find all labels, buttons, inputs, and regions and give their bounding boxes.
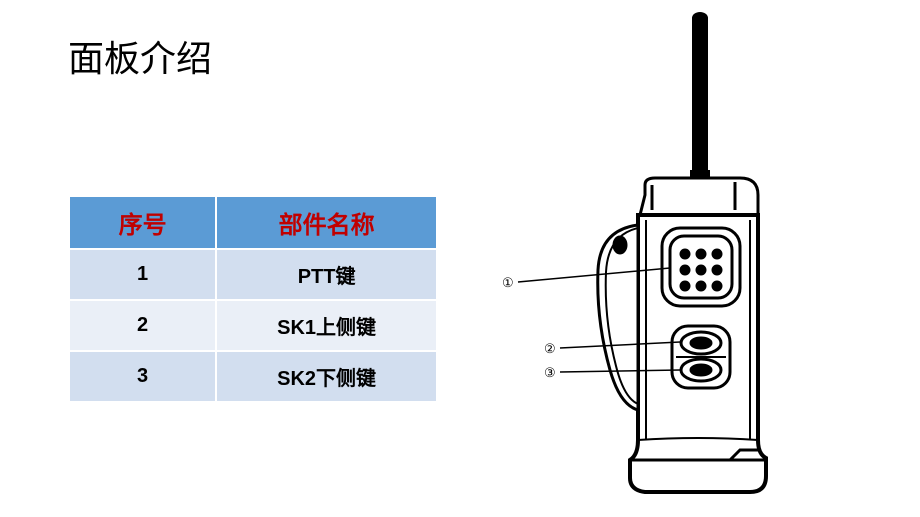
table-row: 1 PTT键 (69, 249, 437, 300)
cell-number: 1 (69, 249, 216, 300)
parts-table: 序号 部件名称 1 PTT键 2 SK1上侧键 3 SK2下侧键 (68, 195, 438, 403)
col-header-partname: 部件名称 (216, 196, 437, 249)
ptt-button-shape (662, 228, 740, 306)
cell-partname: SK2下侧键 (216, 351, 437, 402)
callout-2: ② (544, 341, 556, 356)
callout-1: ① (502, 275, 514, 290)
cell-partname: PTT键 (216, 249, 437, 300)
callout-labels: ① ② ③ (502, 275, 556, 380)
page-title: 面板介绍 (68, 30, 212, 82)
table-row: 3 SK2下侧键 (69, 351, 437, 402)
cell-number: 2 (69, 300, 216, 351)
cell-partname: SK1上侧键 (216, 300, 437, 351)
side-keys-shape (672, 326, 730, 388)
callout-3: ③ (544, 365, 556, 380)
radio-diagram: ① ② ③ (480, 10, 900, 510)
cell-number: 3 (69, 351, 216, 402)
antenna-shape (690, 12, 710, 182)
table-row: 2 SK1上侧键 (69, 300, 437, 351)
col-header-number: 序号 (69, 196, 216, 249)
belt-clip (598, 225, 638, 410)
radio-top (640, 178, 758, 215)
